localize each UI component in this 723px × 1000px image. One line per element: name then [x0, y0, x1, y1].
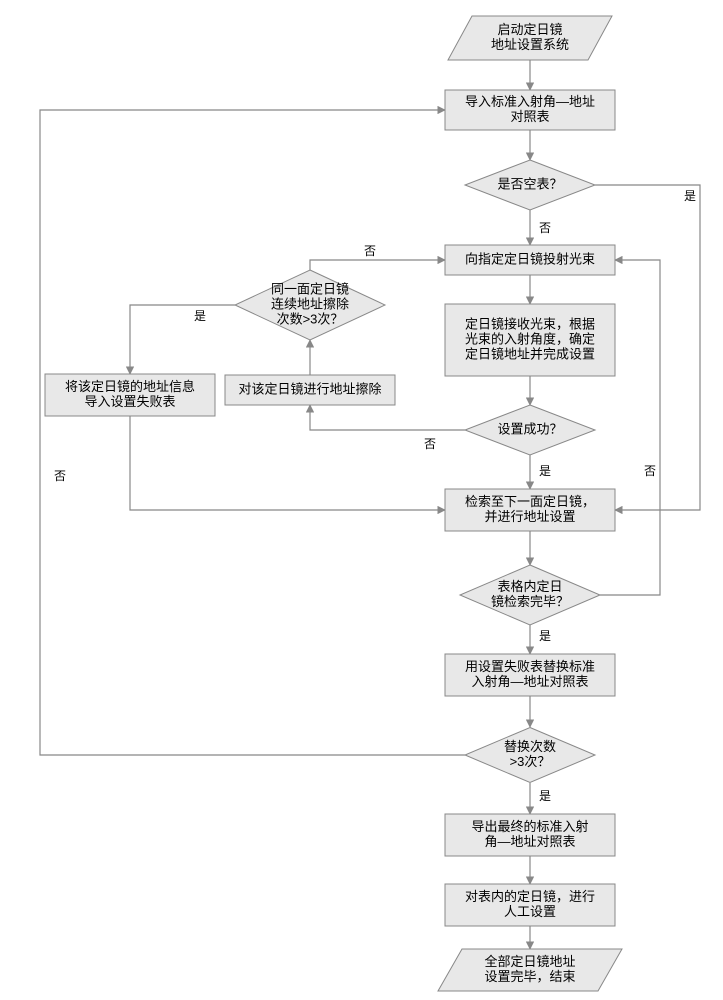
node-text: 定日镜接收光束，根据 — [465, 316, 595, 331]
node-text: 同一面定日镜 — [271, 281, 349, 296]
node-import: 导入标准入射角—地址对照表 — [445, 90, 615, 130]
edge-label: 是 — [539, 629, 551, 643]
node-failTbl: 将该定日镜的地址信息导入设置失败表 — [45, 374, 215, 416]
node-text: 导出最终的标准入射 — [471, 819, 588, 834]
node-done: 表格内定日镜检索完毕？ — [460, 565, 600, 625]
node-text: 角—地址对照表 — [484, 834, 575, 849]
edge-label: 是 — [684, 189, 696, 203]
node-end: 全部定日镜地址设置完毕，结束 — [438, 949, 622, 991]
edge-label: 否 — [424, 437, 436, 451]
node-replace: 用设置失败表替换标准入射角—地址对照表 — [445, 654, 615, 696]
node-text: 并进行地址设置 — [484, 509, 575, 524]
node-text: 检索至下一面定日镜， — [465, 494, 595, 509]
node-text: 设置成功？ — [497, 421, 562, 436]
node-export: 导出最终的标准入射角—地址对照表 — [445, 814, 615, 856]
node-text: 对照表 — [510, 109, 549, 124]
node-empty: 是否空表？ — [465, 160, 595, 210]
node-text: 是否空表？ — [497, 176, 562, 191]
edge-label: 否 — [364, 244, 376, 258]
node-manual: 对表内的定日镜，进行人工设置 — [445, 884, 615, 926]
node-text: 导入标准入射角—地址 — [465, 94, 595, 109]
edge-label: 否 — [539, 221, 551, 235]
edge-label: 是 — [194, 309, 206, 323]
node-text: 将该定日镜的地址信息 — [65, 379, 195, 394]
node-ok: 设置成功？ — [465, 405, 595, 455]
node-text: 导入设置失败表 — [84, 394, 175, 409]
node-text: 全部定日镜地址 — [484, 954, 575, 969]
edge-label: 是 — [539, 789, 551, 803]
node-text: 光束的入射角度，确定 — [465, 331, 595, 346]
edge-ok-erase — [310, 405, 465, 430]
node-next: 检索至下一面定日镜，并进行地址设置 — [445, 489, 615, 531]
node-text: 入射角—地址对照表 — [471, 674, 588, 689]
node-recv: 定日镜接收光束，根据光束的入射角度，确定定日镜地址并完成设置 — [445, 304, 615, 376]
node-text: 次数>3次？ — [277, 311, 344, 326]
edge-label: 是 — [539, 464, 551, 478]
node-text: 对表内的定日镜，进行 — [465, 889, 595, 904]
node-cast: 向指定定日镜投射光束 — [445, 245, 615, 275]
node-text: 替换次数 — [504, 739, 556, 754]
node-text: 定日镜地址并完成设置 — [465, 346, 595, 361]
node-text: 对该定日镜进行地址擦除 — [238, 381, 381, 396]
node-text: 人工设置 — [504, 904, 556, 919]
node-erase: 对该定日镜进行地址擦除 — [225, 375, 395, 405]
node-text: 镜检索完毕？ — [491, 594, 569, 609]
node-eraseCnt: 同一面定日镜连续地址擦除次数>3次？ — [235, 270, 385, 340]
node-text: 连续地址擦除 — [271, 296, 349, 311]
node-text: 向指定定日镜投射光束 — [465, 251, 595, 266]
node-rcount: 替换次数>3次？ — [465, 728, 595, 783]
node-text: 设置完毕，结束 — [484, 969, 575, 984]
edge-rcount-import — [40, 110, 465, 755]
edge-eraseCnt-failTbl — [130, 305, 235, 374]
edge-label: 否 — [644, 464, 656, 478]
edge-eraseCnt-cast — [310, 260, 445, 270]
edge-label: 否 — [54, 469, 66, 483]
node-text: 用设置失败表替换标准 — [465, 659, 595, 674]
node-text: 地址设置系统 — [491, 37, 569, 52]
node-start: 启动定日镜地址设置系统 — [448, 16, 612, 60]
node-text: 启动定日镜 — [497, 22, 562, 37]
flowchart-canvas: 启动定日镜地址设置系统导入标准入射角—地址对照表是否空表？向指定定日镜投射光束定… — [0, 0, 723, 1000]
node-text: 表格内定日 — [497, 579, 562, 594]
node-text: >3次？ — [510, 754, 551, 769]
